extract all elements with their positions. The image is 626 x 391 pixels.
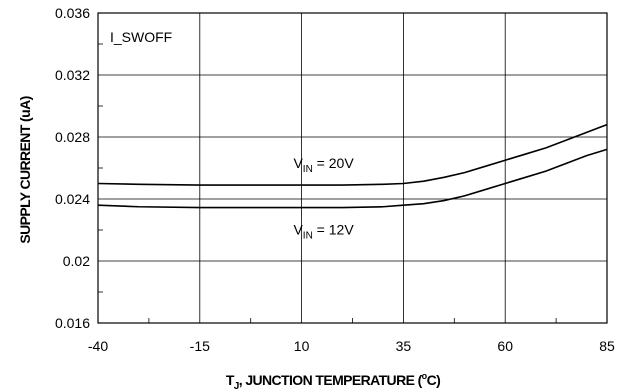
y-axis-label: SUPPLY CURRENT (uA)	[17, 96, 33, 243]
plot-frame	[97, 12, 608, 324]
series-label-1: VIN = 12V	[293, 222, 354, 242]
x-axis-label-post: , JUNCTION TEMPERATURE (	[239, 372, 423, 388]
y-tick-label: 0.028	[55, 129, 90, 145]
y-tick-label: 0.02	[63, 253, 90, 269]
x-tick-labels: -40 -15 10 35 60 85	[88, 338, 615, 354]
inset-label: I_SWOFF	[110, 29, 172, 45]
x-tick-label: -15	[190, 338, 210, 354]
series-label-sub: IN	[303, 164, 313, 175]
x-tick-label: 60	[497, 338, 513, 354]
x-tick-label: 10	[294, 338, 310, 354]
series-line-1	[97, 148, 608, 209]
y-tick-label: 0.032	[55, 67, 90, 83]
y-tick-label: 0.016	[55, 315, 90, 331]
x-axis-label-sub: J	[234, 381, 239, 391]
series-label-post: = 12V	[313, 222, 355, 238]
grid	[98, 13, 607, 323]
series-group	[97, 123, 608, 209]
series-label-0: VIN = 20V	[293, 155, 354, 175]
series-label-post: = 20V	[313, 155, 355, 171]
y-tick-label: 0.024	[55, 191, 90, 207]
x-axis-label-end: C)	[427, 372, 441, 388]
x-axis-label: TJ, JUNCTION TEMPERATURE (oC)	[226, 371, 440, 391]
x-axis-label-sup: o	[422, 371, 428, 381]
y-tick-label: 0.036	[55, 5, 90, 21]
series-line-0	[97, 123, 608, 186]
series-label-pre: V	[293, 222, 303, 238]
x-tick-label: 35	[396, 338, 412, 354]
y-tick-labels: 0.016 0.02 0.024 0.028 0.032 0.036	[55, 5, 90, 331]
series-label-sub: IN	[303, 231, 313, 242]
series-label-pre: V	[293, 155, 303, 171]
x-tick-label: 85	[599, 338, 615, 354]
x-tick-label: -40	[88, 338, 108, 354]
x-axis-label-pre: T	[226, 372, 235, 388]
